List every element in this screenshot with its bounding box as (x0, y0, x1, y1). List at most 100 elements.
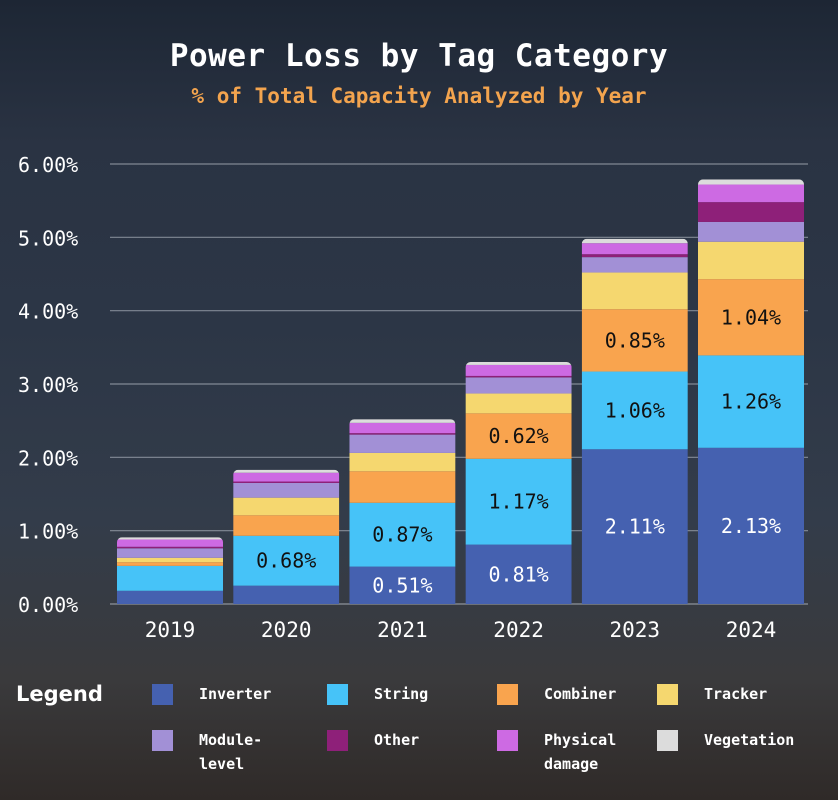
bar-segment-vegetation (233, 469, 340, 473)
bar-2022 (465, 362, 572, 604)
legend-swatch (327, 684, 348, 705)
legend-label: Other (374, 731, 420, 749)
legend-label: String (374, 685, 429, 703)
bar-segment-tracker (465, 393, 572, 414)
bar-segment-vegetation (465, 362, 572, 365)
data-label: 0.62% (488, 424, 548, 448)
bar-segment-combiner (581, 309, 688, 372)
legend-item: Tracker (657, 684, 804, 706)
bar-segment-vegetation (117, 537, 223, 540)
x-tick-label: 2020 (261, 618, 312, 642)
data-label: 0.68% (256, 549, 316, 573)
bar-segment-other (581, 254, 688, 258)
bar-segment-string (117, 565, 223, 591)
data-label: 1.17% (488, 490, 548, 514)
legend-item: Physical damage (497, 730, 644, 776)
data-label: 0.81% (488, 562, 548, 586)
bar-segment-tracker (233, 497, 340, 516)
legend-swatch (497, 730, 518, 751)
bar-segment-tracker (117, 557, 223, 563)
bar-segment-vegetation (581, 238, 688, 244)
legend-item: String (327, 684, 474, 706)
legend-item: Combiner (497, 684, 644, 706)
legend-label: Module-level (199, 731, 263, 773)
bar-segment-tracker (698, 241, 804, 280)
x-tick-label: 2019 (145, 618, 196, 642)
legend-swatch (327, 730, 348, 751)
data-label: 1.06% (605, 398, 665, 422)
y-tick-label: 6.00% (18, 153, 78, 177)
y-tick-label: 4.00% (18, 300, 78, 324)
legend-item: Vegetation (657, 730, 804, 752)
chart-subtitle: % of Total Capacity Analyzed by Year (191, 84, 647, 108)
x-tick-label: 2022 (493, 618, 544, 642)
y-tick-label: 2.00% (18, 446, 78, 470)
legend-title: Legend (16, 682, 103, 706)
legend-label: Combiner (544, 685, 617, 703)
bar-segment-module-level (698, 221, 804, 242)
legend-label: Vegetation (704, 731, 795, 749)
legend-label: Tracker (704, 685, 768, 703)
bar-segment-tracker (349, 452, 456, 472)
data-label: 1.26% (721, 390, 781, 414)
bar-segment-inverter (581, 449, 688, 604)
legend-swatch (497, 684, 518, 705)
bar-2021 (349, 419, 456, 604)
bar-segment-module-level (581, 257, 688, 273)
x-tick-label: 2024 (726, 618, 777, 642)
y-tick-label: 0.00% (18, 593, 78, 617)
bar-segment-physical-damage (698, 184, 804, 203)
bar-segment-module-level (349, 434, 456, 453)
bar-2023 (581, 238, 688, 604)
bar-segment-inverter (465, 544, 572, 604)
legend-label: Inverter (199, 685, 272, 703)
bar-segment-other (233, 481, 340, 483)
bar-segment-other (698, 202, 804, 222)
bar-segment-module-level (465, 377, 572, 394)
data-label: 0.51% (372, 573, 432, 597)
y-tick-label: 3.00% (18, 373, 78, 397)
data-label: 2.11% (605, 515, 665, 539)
bar-segment-inverter (698, 447, 804, 604)
bar-segment-inverter (233, 585, 340, 604)
data-label: 1.04% (721, 305, 781, 329)
chart-title: Power Loss by Tag Category (169, 38, 669, 74)
bar-2020 (233, 469, 340, 604)
legend-swatch (152, 730, 173, 751)
bar-segment-physical-damage (233, 472, 340, 482)
legend-label: Physical damage (544, 731, 617, 773)
bar-2019 (117, 537, 223, 604)
legend-item: Inverter (152, 684, 299, 706)
bar-segment-string (581, 371, 688, 450)
bar-segment-combiner (465, 413, 572, 459)
bar-segment-vegetation (349, 419, 456, 423)
bar-segment-combiner (117, 562, 223, 566)
legend-swatch (657, 730, 678, 751)
legend-item: Other (327, 730, 474, 752)
bar-segment-other (117, 546, 223, 549)
x-tick-label: 2021 (377, 618, 428, 642)
y-tick-label: 5.00% (18, 226, 78, 250)
bar-segment-inverter (117, 590, 223, 604)
data-label: 0.85% (605, 328, 665, 352)
bar-segment-string (465, 458, 572, 545)
bar-segment-string (233, 535, 340, 586)
bar-segment-module-level (233, 483, 340, 498)
bar-segment-string (349, 502, 456, 567)
bar-segment-physical-damage (349, 422, 456, 434)
bar-segment-combiner (349, 471, 456, 503)
legend-swatch (152, 684, 173, 705)
bar-2024 (698, 179, 804, 604)
bar-segment-combiner (233, 515, 340, 536)
bar-segment-other (465, 375, 572, 378)
bar-segment-vegetation (698, 179, 804, 185)
x-tick-label: 2023 (610, 618, 661, 642)
bar-segment-physical-damage (117, 539, 223, 547)
bar-segment-other (349, 433, 456, 435)
y-tick-label: 1.00% (18, 520, 78, 544)
legend-item: Module-level (152, 730, 299, 776)
bar-segment-tracker (581, 272, 688, 310)
bar-segment-module-level (117, 548, 223, 558)
bar-segment-physical-damage (581, 243, 688, 255)
